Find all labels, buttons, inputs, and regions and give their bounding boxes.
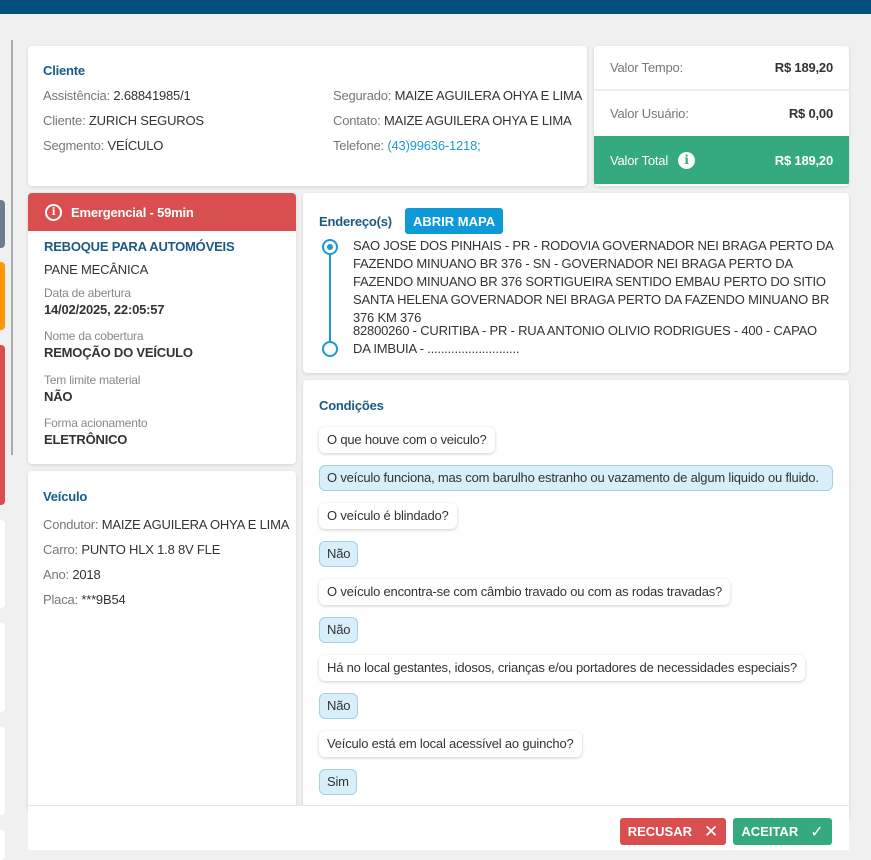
close-icon: ✕ [704,821,719,841]
service-type: REBOQUE PARA AUTOMÓVEIS [44,239,235,254]
conditions-title: Condições [319,398,384,413]
cobertura-label: Nome da cobertura [44,329,144,343]
placa-field: Placa: ***9B54 [43,592,126,607]
condition-answer: Não [319,693,359,719]
origin-marker-icon [322,239,338,255]
side-tab-white[interactable] [0,520,5,608]
segurado-field: Segurado: MAIZE AGUILERA OHYA E LIMA [333,88,583,103]
data-value: 14/02/2025, 22:05:57 [44,302,165,317]
condutor-field: Condutor: MAIZE AGUILERA OHYA E LIMA [43,517,290,532]
condition-question: O que houve com o veiculo? [319,427,495,453]
segmento-field: Segmento: VEÍCULO [43,138,164,153]
address-card: Endereço(s) ABRIR MAPA SAO JOSE DOS PINH… [303,193,849,373]
reject-button[interactable]: RECUSAR ✕ [620,818,726,845]
ano-field: Ano: 2018 [43,567,101,582]
open-map-button[interactable]: ABRIR MAPA [405,208,504,234]
route-line [329,253,331,347]
cliente-field: Cliente: ZURICH SEGUROS [43,113,204,128]
telefone-field: Telefone: (43)99636-1218; [333,138,481,153]
service-reason: PANE MECÂNICA [44,262,149,277]
conditions-list: O que houve com o veiculo? O veículo func… [319,427,833,807]
origin-address: SAO JOSE DOS PINHAIS - PR - RODOVIA GOVE… [353,238,833,325]
data-label: Data de abertura [44,286,131,300]
forma-label: Forma acionamento [44,416,148,430]
limite-label: Tem limite material [44,373,141,387]
condition-answer: Não [319,541,359,567]
side-tab-white[interactable] [0,830,5,860]
check-icon: ✓ [810,823,824,841]
side-tab-orange[interactable] [0,262,5,330]
telefone-link[interactable]: (43)99636-1218; [387,138,481,153]
condition-answer: O veículo funciona, mas com barulho estr… [319,465,833,491]
valor-total-row: Valor Total i R$ 189,20 [594,136,849,184]
vehicle-card: Veículo Condutor: MAIZE AGUILERA OHYA E … [28,471,296,811]
client-title: Cliente [43,63,85,78]
info-icon[interactable]: i [678,151,696,169]
values-card: Valor Tempo: R$ 189,20 Valor Usuário: R$ 0… [594,46,849,186]
side-tab-gray[interactable] [0,200,5,248]
valor-tempo-row: Valor Tempo: R$ 189,20 [594,46,849,91]
alert-info-icon: i [45,203,62,221]
side-tab-white[interactable] [0,623,5,712]
condition-question: O veículo é blindado? [319,503,457,529]
condition-answer: Sim [319,769,357,795]
client-card: Cliente Assistência: 2.68841985/1 Client… [28,46,587,186]
destination-address: 82800260 - CURITIBA - PR - RUA ANTONIO O… [353,323,817,356]
conditions-card: Condições O que houve com o veiculo? O ve… [303,380,849,820]
address-title: Endereço(s) [319,214,392,229]
assistencia-field: Assistência: 2.68841985/1 [43,88,191,103]
emergency-badge: i Emergencial - 59min [28,193,296,231]
accept-button[interactable]: ACEITAR ✓ [733,818,832,845]
carro-field: Carro: PUNTO HLX 1.8 8V FLE [43,542,221,557]
scroll-divider [11,40,13,455]
forma-value: ELETRÔNICO [44,432,128,447]
side-tab-red[interactable] [0,345,5,505]
condition-answer: Não [319,617,359,643]
condition-question: Há no local gestantes, idosos, crianças … [319,655,805,681]
limite-value: NÃO [44,389,73,404]
condition-question: Veículo está em local acessível ao guinc… [319,731,582,757]
top-header-bar [0,0,871,14]
condition-question: O veículo encontra-se com câmbio travado… [319,579,731,605]
side-tab-white[interactable] [0,727,5,815]
contato-field: Contato: MAIZE AGUILERA OHYA E LIMA [333,113,572,128]
service-card: i Emergencial - 59min REBOQUE PARA AUTOM… [28,193,296,464]
cobertura-value: REMOÇÃO DO VEÍCULO [44,345,193,360]
destination-marker-icon [322,341,338,357]
vehicle-title: Veículo [43,489,88,504]
valor-usuario-row: Valor Usuário: R$ 0,00 [610,106,833,121]
